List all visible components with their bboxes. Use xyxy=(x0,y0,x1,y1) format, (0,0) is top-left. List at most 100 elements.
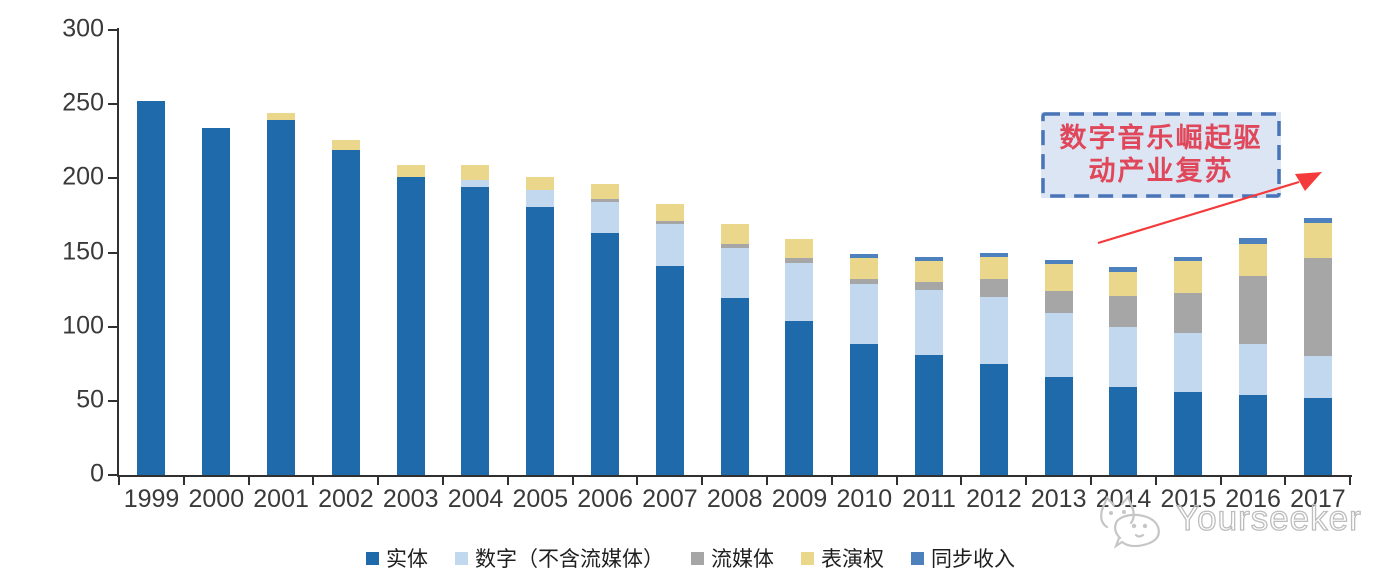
yourseeker-cat-icon xyxy=(1100,494,1160,549)
legend-swatch xyxy=(801,551,814,565)
bar-segment-2017 xyxy=(1303,258,1332,357)
y-axis-tick-label: 150 xyxy=(62,236,104,265)
bar-segment-1999 xyxy=(137,101,166,475)
bar-segment-2007 xyxy=(655,265,684,475)
bar-segment-2002 xyxy=(331,139,360,151)
x-axis-tick xyxy=(182,477,185,485)
bar-segment-2012 xyxy=(979,256,1008,280)
x-axis-category-label: 2006 xyxy=(577,485,633,513)
bar-segment-2006 xyxy=(591,199,619,203)
x-axis-tick xyxy=(377,477,380,485)
x-axis-tick xyxy=(960,477,963,485)
legend-swatch xyxy=(911,551,924,565)
bar-segment-2010 xyxy=(850,283,879,345)
bar-segment-2004 xyxy=(461,187,490,475)
x-axis-tick xyxy=(636,477,639,485)
x-axis-category-label: 2013 xyxy=(1030,485,1087,513)
watermark-text: Yourseeker xyxy=(1175,498,1362,538)
bar-2014 xyxy=(1109,267,1138,475)
legend-swatch xyxy=(691,551,704,565)
x-axis-category-label: 2005 xyxy=(512,485,569,513)
bar-segment-2006 xyxy=(591,202,619,234)
bar-segment-2005 xyxy=(526,206,555,475)
bar-segment-2014 xyxy=(1109,295,1138,327)
bar-segment-2001 xyxy=(267,120,295,475)
bar-2012 xyxy=(979,252,1008,475)
bar-segment-2016 xyxy=(1239,243,1267,277)
x-axis-tick xyxy=(1025,477,1028,485)
bar-2016 xyxy=(1239,237,1267,475)
x-axis-category-label: 2011 xyxy=(902,485,956,513)
x-axis-category-label: 2012 xyxy=(966,485,1022,513)
bar-segment-2009 xyxy=(785,320,814,475)
annotation-line2: 动产业复苏 xyxy=(1088,156,1234,186)
bar-2006 xyxy=(591,184,619,475)
bar-segment-2012 xyxy=(979,363,1008,475)
bar-2011 xyxy=(915,256,943,475)
bar-segment-2002 xyxy=(331,150,360,475)
bar-segment-2017 xyxy=(1303,222,1332,259)
legend-item: 数字（不含流媒体） xyxy=(455,543,664,573)
annotation-callout: 数字音乐崛起驱 动产业复苏 xyxy=(1041,112,1281,198)
bar-2017 xyxy=(1303,218,1332,475)
bar-segment-2003 xyxy=(396,164,425,177)
bar-2004 xyxy=(461,164,490,475)
x-axis-category-label: 2010 xyxy=(836,485,893,513)
bar-segment-2014 xyxy=(1109,267,1138,272)
bar-segment-2011 xyxy=(915,282,943,290)
x-axis-category-label: 2017 xyxy=(1290,485,1346,513)
bar-segment-2008 xyxy=(720,248,749,299)
y-axis-tick-label: 200 xyxy=(62,162,104,191)
bar-segment-2006 xyxy=(591,233,619,475)
legend-item: 流媒体 xyxy=(691,543,774,573)
bar-segment-2007 xyxy=(655,221,684,225)
y-axis-tick-label: 0 xyxy=(90,459,104,488)
bar-segment-2012 xyxy=(979,252,1008,257)
bar-segment-2017 xyxy=(1303,218,1332,223)
bar-segment-2016 xyxy=(1239,394,1267,475)
bar-segment-2015 xyxy=(1174,292,1203,333)
bar-segment-2013 xyxy=(1044,259,1073,265)
watermark: Yourseeker xyxy=(1086,492,1362,550)
bar-segment-2013 xyxy=(1044,377,1073,475)
x-axis-category-label: 2004 xyxy=(447,485,504,513)
bar-segment-2015 xyxy=(1174,332,1203,392)
legend-item: 同步收入 xyxy=(911,543,1015,573)
bar-segment-2014 xyxy=(1109,271,1138,296)
x-axis-tick xyxy=(766,477,768,485)
legend-label: 同步收入 xyxy=(931,547,1015,571)
bar-2003 xyxy=(396,164,425,475)
y-axis-line xyxy=(117,28,119,477)
y-axis-tick-label: 100 xyxy=(62,310,104,339)
bar-segment-2014 xyxy=(1109,326,1138,388)
bar-segment-2015 xyxy=(1174,261,1203,293)
bar-2008 xyxy=(720,224,749,475)
bar-segment-2011 xyxy=(915,261,943,283)
bar-2002 xyxy=(331,139,360,475)
x-axis-category-label: 2016 xyxy=(1225,485,1281,513)
y-axis-tick xyxy=(108,399,118,402)
x-axis-tick xyxy=(506,477,509,485)
x-axis-category-label: 2008 xyxy=(706,485,763,513)
bar-segment-2006 xyxy=(591,184,619,200)
legend-item: 表演权 xyxy=(801,543,884,573)
bar-segment-2009 xyxy=(785,262,814,321)
x-axis-line xyxy=(117,475,1352,477)
bar-segment-2016 xyxy=(1239,276,1267,345)
bar-segment-2003 xyxy=(396,176,425,475)
bar-segment-2013 xyxy=(1044,313,1073,378)
x-axis-category-label: 2014 xyxy=(1095,485,1152,513)
x-axis-category-label: 1999 xyxy=(123,485,180,513)
y-axis-tick xyxy=(108,251,118,254)
bar-2007 xyxy=(655,203,684,475)
bar-segment-2014 xyxy=(1109,387,1138,475)
bar-2010 xyxy=(850,254,879,475)
bar-segment-2008 xyxy=(720,224,749,244)
bar-2001 xyxy=(267,113,295,475)
y-axis-tick xyxy=(108,29,118,31)
y-axis-tick xyxy=(108,177,118,180)
bar-segment-2008 xyxy=(720,298,749,475)
bar-segment-2004 xyxy=(461,164,490,180)
bar-segment-2010 xyxy=(850,279,879,284)
bar-segment-2004 xyxy=(461,179,490,188)
